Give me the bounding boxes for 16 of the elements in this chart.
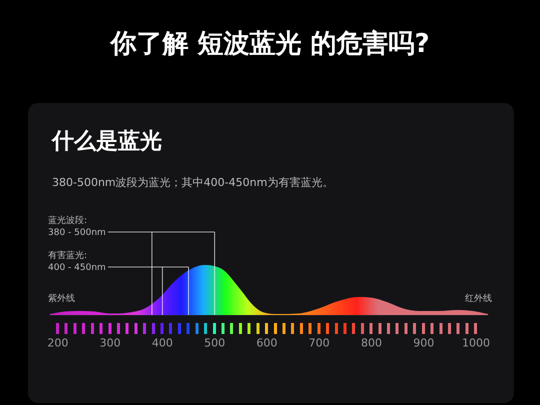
x-tick-label: 600 (256, 336, 278, 350)
x-tick-label: 200 (47, 336, 68, 350)
annotation: 紫外线 (48, 293, 75, 304)
x-tick-label: 300 (100, 336, 121, 350)
x-tick-label: 400 (152, 336, 173, 350)
chart-title: 你了解 短波蓝光 的危害吗? (108, 28, 431, 61)
text: 蓝光波段: 380 - 500nm (48, 215, 106, 238)
x-tick-label: 500 (204, 336, 226, 350)
x-tick-label: 700 (308, 336, 330, 350)
x-tick-label: 900 (413, 336, 434, 350)
text: 380-500nm波段为蓝光；其中400-450nm为有害蓝光。 (52, 175, 334, 190)
annotation: 有害蓝光: 400 - 450nm (48, 250, 106, 273)
x-tick-label: 800 (360, 336, 382, 350)
chart-subtitle: 什么是蓝光 (52, 128, 162, 156)
x-tick-label: 1000 (462, 336, 490, 350)
annotation: 红外线 (465, 293, 492, 304)
